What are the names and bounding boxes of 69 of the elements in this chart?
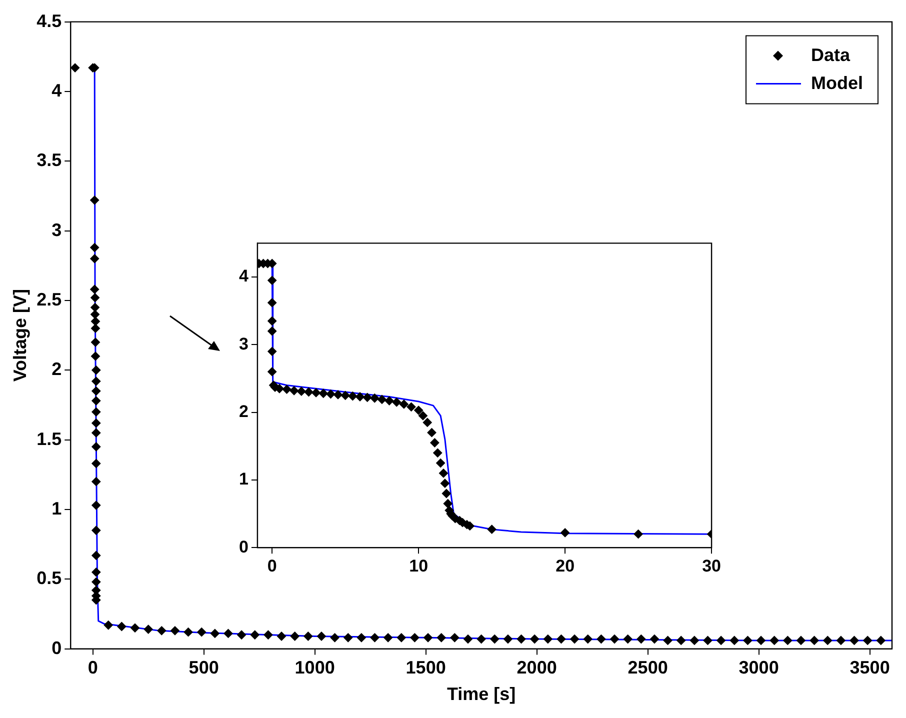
point [430,438,440,448]
x-tick-label: 3000 [738,658,779,678]
point [487,524,496,534]
x-tick-label: 20 [556,556,575,576]
y-tick-label: 1.5 [36,428,62,449]
point [348,392,358,401]
y-tick-label: 2 [238,402,248,421]
point [422,418,432,427]
point [418,411,428,420]
y-tick-label: 3 [52,220,62,240]
point [312,388,321,398]
point [634,530,643,539]
point [340,390,350,400]
point [370,394,380,403]
point [290,386,299,396]
point [268,367,277,376]
y-tick-label: 2.5 [36,289,62,310]
point [362,392,372,402]
point [427,428,436,438]
x-tick-label: 2500 [628,658,668,678]
y-tick-label: 1 [238,470,248,489]
point [296,386,306,396]
point [268,326,277,336]
y-tick-label: 2 [52,359,62,380]
point [282,384,292,394]
point [433,448,442,458]
x-tick-label: 30 [702,556,722,576]
point [560,528,570,538]
x-axis-title: Time [s] [446,684,516,704]
y-tick-label: 3.5 [36,150,62,170]
point [414,406,424,415]
point [355,392,364,402]
y-tick-label: 0 [52,638,62,658]
point [334,390,343,400]
point [443,499,452,508]
x-tick-label: 10 [409,556,428,576]
point [384,396,394,406]
point [440,478,450,488]
point [268,298,277,308]
y-tick-label: 3 [238,334,248,354]
y-tick-label: 4 [52,80,62,100]
y-tick-label: 0 [238,537,248,556]
point [406,402,416,412]
y-axis-title: Voltage [V] [10,288,30,382]
point [268,346,277,356]
y-tick-label: 0.5 [36,568,62,588]
point [268,316,277,326]
point [438,468,448,478]
x-tick-label: 3500 [850,658,890,678]
point [318,388,328,398]
point [392,398,402,407]
point [377,394,386,404]
x-tick-label: 0 [267,556,277,576]
y-tick-label: 1 [52,498,62,518]
legend-label: Data [811,44,852,65]
point [442,488,451,498]
point [304,388,314,397]
point [268,276,277,285]
legend-label: Model [811,72,864,93]
point [326,390,336,399]
x-tick-label: 1000 [294,658,335,678]
y-tick-label: 4.5 [36,10,62,31]
y-tick-label: 4 [238,266,249,286]
point [399,400,408,409]
x-tick-label: 0 [88,658,98,678]
x-tick-label: 1500 [406,658,446,678]
point [436,458,446,468]
x-tick-label: 500 [188,658,219,678]
x-tick-label: 2000 [516,658,557,678]
